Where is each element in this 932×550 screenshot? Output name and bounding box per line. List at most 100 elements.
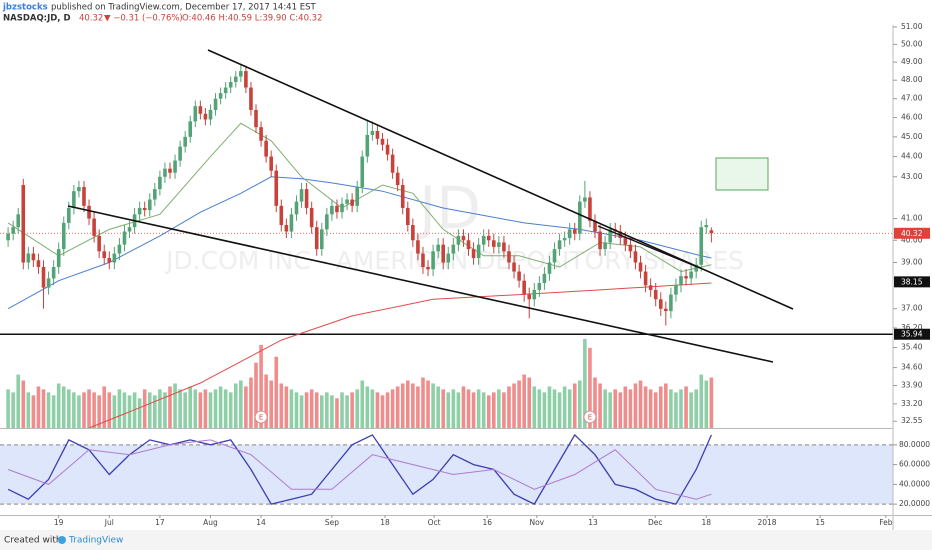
candle-body (274, 170, 279, 206)
volume-bar (299, 395, 304, 428)
footer-created: Created with (4, 536, 62, 546)
candle-body (355, 187, 359, 206)
volume-bar (441, 389, 446, 428)
candle-body (532, 289, 537, 300)
candle-body (527, 294, 532, 300)
volume-bar (426, 380, 430, 428)
candle-body (603, 242, 607, 250)
volume-bar (254, 362, 258, 428)
candle-body (122, 231, 127, 245)
volume-bar (562, 386, 567, 428)
y-tick-label: 34.60 (901, 363, 923, 372)
x-tick-label: Feb (879, 518, 893, 527)
volume-bar (547, 386, 552, 428)
volume-bar (183, 392, 187, 428)
candle-body (517, 271, 521, 281)
candle-body (416, 240, 420, 254)
candle-body (299, 189, 304, 202)
y-tick-label: 51.00 (901, 22, 923, 31)
volume-bar (233, 383, 238, 428)
candle-body (228, 82, 233, 88)
volume-bar (249, 377, 253, 428)
volume-bar (375, 392, 380, 428)
volume-bar (578, 380, 582, 428)
candle-body (643, 271, 648, 286)
candle-body (269, 156, 273, 171)
x-tick-label: 19 (54, 518, 64, 527)
candle-body (188, 121, 193, 137)
candle-body (537, 283, 542, 290)
candle-body (183, 136, 187, 147)
candle-body (36, 260, 41, 268)
candle-body (102, 251, 107, 259)
volume-bar (466, 389, 471, 428)
volume-bar (476, 389, 481, 428)
volume-bar (314, 392, 319, 428)
y-tick-label: 32.55 (901, 416, 923, 425)
volume-bar (461, 386, 466, 428)
candle-body (335, 205, 339, 213)
stoch-tick-label: 60.0000 (899, 460, 930, 469)
candle-body (26, 253, 31, 263)
volume-bar (193, 389, 198, 428)
candle-body (476, 244, 481, 259)
x-tick-label: 17 (155, 518, 165, 527)
volume-bar (451, 389, 456, 428)
last-price: 40.32 (79, 14, 103, 24)
volume-bar (633, 383, 638, 428)
candle-body (380, 138, 385, 145)
target-box (715, 157, 769, 191)
candle-body (16, 214, 21, 228)
candle-body (390, 154, 395, 173)
candle-body (431, 251, 435, 270)
volume-bar (168, 386, 172, 428)
volume-bar (16, 374, 21, 428)
volume-bar (309, 389, 314, 428)
volume-bar (664, 383, 668, 428)
candle-body (572, 229, 577, 234)
volume-bar (416, 386, 420, 428)
trendline (597, 225, 701, 269)
candle-body (664, 308, 668, 312)
footer-bg (0, 530, 932, 550)
volume-bar (552, 389, 557, 428)
volume-bar (699, 374, 704, 428)
candle-body (193, 106, 198, 122)
candle-body (41, 267, 46, 288)
volume-bar (188, 386, 193, 428)
candle-body (694, 264, 698, 272)
volume-bar (259, 344, 263, 428)
volume-bar (228, 392, 233, 428)
footer-brand[interactable]: TradingView (68, 536, 123, 546)
candle-body (522, 280, 526, 295)
y-tick-label: 41.00 (901, 214, 923, 223)
x-tick-label: Sep (325, 518, 339, 527)
volume-bar (67, 389, 71, 428)
event-label: E (259, 414, 263, 422)
volume-bar (527, 377, 532, 428)
volume-bar (345, 395, 349, 428)
volume-bar (46, 392, 51, 428)
candle-body (365, 134, 370, 157)
candle-body (87, 205, 91, 219)
x-tick-label: 14 (256, 518, 266, 527)
volume-bar (618, 392, 623, 428)
y-tick-label: 33.20 (901, 399, 923, 408)
candle-body (340, 203, 344, 213)
candle-body (400, 184, 405, 208)
candle-body (461, 235, 466, 241)
candle-body (567, 229, 572, 239)
volume-bar (497, 389, 501, 428)
candle-body (623, 238, 628, 245)
volume-bar (350, 392, 354, 428)
candle-body (233, 76, 238, 83)
watermark-symbol: JD (416, 174, 481, 242)
axes: 80.0000 60.0000 40.0000 20.0000 51.00 50.00 49… (0, 22, 932, 530)
candle-body (411, 225, 415, 241)
candle-body (578, 201, 582, 234)
volume-bar (492, 392, 496, 428)
candle-body (259, 127, 263, 141)
candle-body (709, 230, 714, 234)
volume-bar (355, 389, 359, 428)
